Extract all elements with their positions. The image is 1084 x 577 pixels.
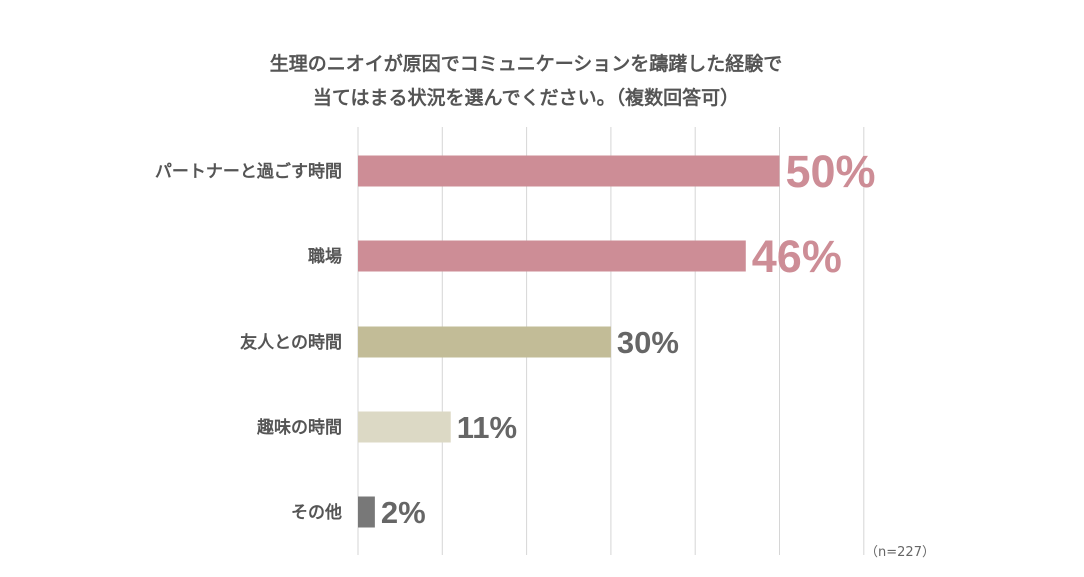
labels: パートナーと過ごす時間 50% 職場 46% 友人との時間 30% 趣味の時間 11% その他 2…: [155, 146, 876, 530]
value-label: 50%: [786, 146, 876, 197]
value-label: 11%: [457, 410, 517, 445]
category-label: その他: [291, 502, 342, 523]
chart-title-line-2: 当てはまる状況を選んでください。（複数回答可）: [313, 86, 739, 109]
bar: [358, 240, 746, 272]
chart-title-line-1: 生理のニオイが原因でコミュニケーションを躊躇した経験で: [270, 52, 783, 75]
value-label: 30%: [617, 325, 679, 360]
bar: [358, 155, 780, 187]
value-label: 2%: [381, 495, 426, 530]
sample-size-note: （n=227）: [865, 545, 935, 560]
category-label: 職場: [308, 246, 342, 267]
category-label: 趣味の時間: [256, 417, 342, 438]
bar: [358, 496, 375, 528]
category-label: パートナーと過ごす時間: [155, 161, 342, 182]
category-label: 友人との時間: [240, 332, 342, 353]
bars: [358, 155, 780, 528]
bar: [358, 411, 451, 443]
bar: [358, 326, 611, 358]
value-label: 46%: [752, 231, 842, 282]
